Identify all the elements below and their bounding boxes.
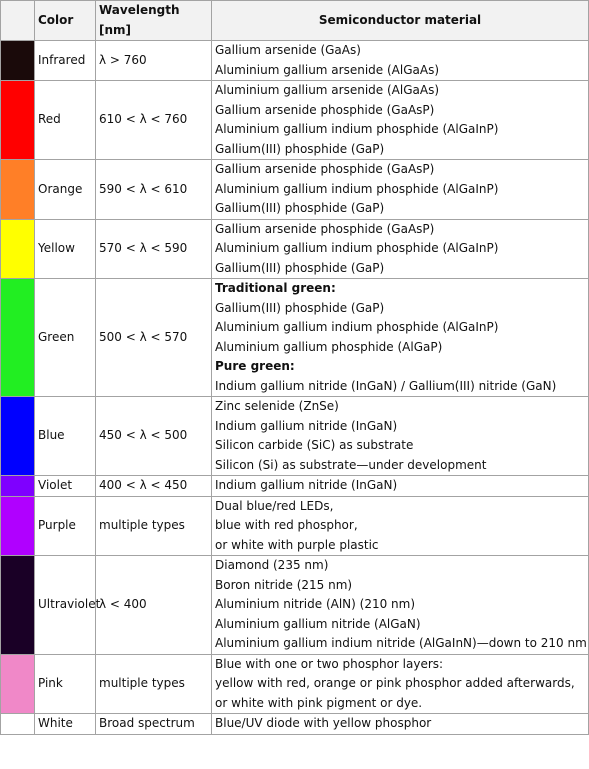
header-color: Color (34, 0, 96, 41)
semiconductor-materials: Indium gallium nitride (InGaN) (211, 475, 589, 497)
color-swatch (0, 80, 35, 160)
material-line: Gallium(III) phosphide (GaP) (215, 300, 385, 315)
color-name: Pink (34, 653, 96, 714)
wavelength: 610 < λ < 760 (95, 80, 212, 160)
table-row: Green 500 < λ < 570 Traditional green: Gall… (0, 278, 589, 397)
color-name: Purple (34, 495, 96, 556)
color-swatch (0, 278, 35, 397)
table-row: Red 610 < λ < 760 Aluminium gallium arseni… (0, 80, 589, 160)
table-row: Orange 590 < λ < 610 Gallium arsenide phos… (0, 159, 589, 220)
color-name: Ultraviolet (34, 555, 100, 655)
material-group-heading: Pure green: (215, 359, 295, 373)
material-line: Silicon carbide (SiC) as substrate (215, 438, 414, 452)
table-body: Infrared λ > 760 Gallium arsenide (GaAs) Al… (0, 40, 589, 735)
table-row: Ultraviolet λ < 400 Diamond (235 nm) Boron … (0, 555, 589, 655)
table-row: Infrared λ > 760 Gallium arsenide (GaAs) Al… (0, 40, 589, 81)
material-line: or white with pink pigment or dye. (215, 695, 423, 710)
material-line: Indium gallium nitride (InGaN) (215, 478, 398, 492)
material-line: Dual blue/red LEDs, (215, 498, 334, 513)
header-wavelength: Wavelength [nm] (95, 0, 212, 41)
semiconductor-materials: Gallium arsenide (GaAs) Aluminium gallium… (211, 40, 589, 81)
material-line: Indium gallium nitride (InGaN) (215, 418, 398, 433)
color-name: Yellow (34, 218, 96, 279)
semiconductor-materials: Blue/UV diode with yellow phosphor (211, 713, 589, 735)
wavelength: 450 < λ < 500 (95, 396, 212, 476)
semiconductor-materials: Gallium arsenide phosphide (GaAsP) Alumin… (211, 159, 589, 220)
material-group-heading: Traditional green: (215, 281, 336, 295)
wavelength: 500 < λ < 570 (95, 278, 212, 397)
material-line: Blue/UV diode with yellow phosphor (215, 716, 432, 730)
table-row: Purple multiple types Dual blue/red LEDs, b… (0, 495, 589, 556)
material-line: Indium gallium nitride (InGaN) / Gallium… (215, 378, 557, 393)
material-line: or white with purple plastic (215, 537, 379, 552)
material-line: Boron nitride (215 nm) (215, 577, 353, 592)
material-line: Gallium(III) phosphide (GaP) (215, 141, 385, 156)
material-line: Aluminium gallium indium nitride (AlGaIn… (215, 636, 587, 650)
material-line: Aluminium gallium indium phosphide (AlGa… (215, 320, 499, 334)
color-swatch (0, 40, 35, 81)
wavelength: multiple types (95, 653, 212, 714)
color-name: Infrared (34, 40, 96, 81)
material-line: Aluminium gallium arsenide (AlGaAs) (215, 83, 439, 97)
semiconductor-materials: Dual blue/red LEDs, blue with red phospho… (211, 495, 589, 556)
wavelength: 590 < λ < 610 (95, 159, 212, 220)
material-line: Gallium arsenide (GaAs) (215, 43, 361, 57)
material-line: Aluminium gallium indium phosphide (AlGa… (215, 181, 499, 196)
header-row: Color Wavelength [nm] Semiconductor mate… (0, 0, 589, 41)
table-row: White Broad spectrum Blue/UV diode with ye… (0, 713, 589, 735)
material-line: Blue with one or two phosphor layers: (215, 656, 444, 671)
wavelength: multiple types (95, 495, 212, 556)
material-line: Gallium(III) phosphide (GaP) (215, 201, 385, 215)
header-material: Semiconductor material (211, 0, 589, 41)
color-name: Red (34, 80, 96, 160)
material-line: Diamond (235 nm) (215, 558, 329, 572)
material-line: yellow with red, orange or pink phosphor… (215, 676, 575, 690)
color-swatch (0, 475, 35, 497)
table-row: Pink multiple types Blue with one or two p… (0, 653, 589, 714)
color-swatch (0, 218, 35, 279)
material-line: Aluminium gallium phosphide (AlGaP) (215, 339, 443, 354)
color-swatch (0, 495, 35, 556)
color-swatch (0, 713, 35, 735)
material-line: Zinc selenide (ZnSe) (215, 399, 339, 413)
material-line: Gallium arsenide phosphide (GaAsP) (215, 102, 435, 117)
material-line: Aluminium nitride (AlN) (210 nm) (215, 597, 416, 611)
table-row: Blue 450 < λ < 500 Zinc selenide (ZnSe) Ind… (0, 396, 589, 476)
color-name: Violet (34, 475, 96, 497)
material-line: Gallium arsenide phosphide (GaAsP) (215, 221, 435, 236)
wavelength: λ > 760 (95, 40, 212, 81)
color-name: Green (34, 278, 96, 397)
wavelength: Broad spectrum (95, 713, 212, 735)
color-swatch (0, 159, 35, 220)
led-color-table: Color Wavelength [nm] Semiconductor mate… (0, 0, 589, 735)
wavelength: 570 < λ < 590 (95, 218, 212, 279)
semiconductor-materials: Diamond (235 nm) Boron nitride (215 nm) Al… (211, 555, 589, 655)
color-swatch (0, 555, 35, 655)
color-swatch (0, 653, 35, 714)
semiconductor-materials: Gallium arsenide phosphide (GaAsP) Alumin… (211, 218, 589, 279)
material-line: Silicon (Si) as substrate—under developm… (215, 457, 487, 472)
semiconductor-materials: Traditional green: Gallium(III) phosphide… (211, 278, 589, 397)
wavelength: λ < 400 (95, 555, 212, 655)
semiconductor-materials: Aluminium gallium arsenide (AlGaAs) Galli… (211, 80, 589, 160)
material-line: Gallium arsenide phosphide (GaAsP) (215, 162, 435, 176)
color-name: White (34, 713, 96, 735)
header-swatch (0, 0, 35, 41)
material-line: Aluminium gallium nitride (AlGaN) (215, 616, 421, 631)
wavelength: 400 < λ < 450 (95, 475, 212, 497)
semiconductor-materials: Blue with one or two phosphor layers: yel… (211, 653, 589, 714)
table-row: Violet 400 < λ < 450 Indium gallium nitrid… (0, 475, 589, 497)
material-line: Aluminium gallium arsenide (AlGaAs) (215, 62, 439, 77)
material-line: blue with red phosphor, (215, 518, 358, 532)
material-line: Aluminium gallium indium phosphide (AlGa… (215, 122, 499, 136)
color-swatch (0, 396, 35, 476)
material-line: Aluminium gallium indium phosphide (AlGa… (215, 241, 499, 255)
color-name: Orange (34, 159, 96, 220)
table-row: Yellow 570 < λ < 590 Gallium arsenide phos… (0, 218, 589, 279)
color-name: Blue (34, 396, 96, 476)
material-line: Gallium(III) phosphide (GaP) (215, 260, 385, 275)
semiconductor-materials: Zinc selenide (ZnSe) Indium gallium nitri… (211, 396, 589, 476)
